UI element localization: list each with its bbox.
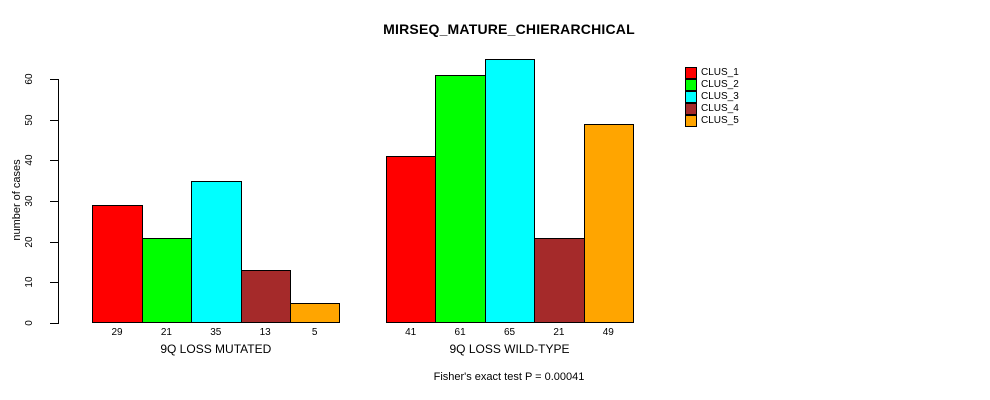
legend-swatch-icon bbox=[685, 91, 697, 103]
bar-clus_2 bbox=[142, 238, 192, 323]
y-axis-tick-label: 30 bbox=[24, 195, 35, 207]
bar-value-label: 21 bbox=[160, 327, 172, 338]
group-label: 9Q LOSS WILD-TYPE bbox=[449, 342, 570, 356]
y-axis-tick bbox=[50, 241, 58, 243]
y-axis-tick bbox=[50, 160, 58, 162]
bar-value-label: 65 bbox=[503, 327, 516, 338]
y-axis-line bbox=[58, 78, 59, 324]
bar-clus_4 bbox=[534, 238, 585, 323]
legend-swatch-icon bbox=[685, 115, 697, 127]
bar-clus_4 bbox=[241, 270, 291, 323]
y-axis-tick-label: 10 bbox=[24, 276, 35, 288]
y-axis-tick-label: 40 bbox=[24, 154, 35, 166]
bar-clus_5 bbox=[290, 303, 340, 323]
bar-value-label: 49 bbox=[602, 327, 614, 338]
y-axis-tick-label: 0 bbox=[24, 320, 35, 326]
bar-value-label: 5 bbox=[311, 327, 318, 338]
y-axis-tick bbox=[50, 119, 58, 121]
chart-title: MIRSEQ_MATURE_CHIERARCHICAL bbox=[383, 21, 635, 37]
legend-label: CLUS_1 bbox=[701, 67, 739, 78]
y-axis-tick-label: 20 bbox=[24, 236, 35, 248]
bar-value-label: 35 bbox=[210, 327, 222, 338]
y-axis-label: number of cases bbox=[11, 159, 23, 241]
legend-label: CLUS_5 bbox=[701, 115, 739, 126]
y-axis-tick bbox=[50, 78, 58, 80]
legend-label: CLUS_2 bbox=[701, 79, 739, 90]
bar-clus_5 bbox=[584, 124, 634, 323]
legend-swatch-icon bbox=[685, 103, 697, 115]
bar-clus_3 bbox=[485, 59, 535, 323]
legend-label: CLUS_3 bbox=[701, 91, 739, 102]
group-label: 9Q LOSS MUTATED bbox=[160, 342, 272, 356]
legend-swatch-icon bbox=[685, 79, 697, 91]
bar-clus_1 bbox=[92, 205, 143, 323]
bar-clus_1 bbox=[386, 156, 436, 323]
legend-swatch-icon bbox=[685, 67, 697, 79]
y-axis-tick-label: 50 bbox=[24, 114, 35, 126]
bar-value-label: 29 bbox=[111, 327, 123, 338]
y-axis-tick bbox=[50, 323, 58, 324]
stat-caption: Fisher's exact test P = 0.00041 bbox=[433, 371, 585, 383]
legend-label: CLUS_4 bbox=[701, 103, 739, 114]
bar-value-label: 41 bbox=[405, 327, 417, 338]
bar-value-label: 21 bbox=[553, 327, 565, 338]
y-axis-tick bbox=[50, 200, 58, 202]
bar-clus_3 bbox=[191, 181, 242, 323]
bar-value-label: 13 bbox=[259, 327, 271, 338]
y-axis-tick bbox=[50, 282, 58, 284]
bar-clus_2 bbox=[435, 75, 486, 323]
bar-value-label: 61 bbox=[454, 327, 466, 338]
y-axis-tick-label: 60 bbox=[24, 73, 35, 85]
